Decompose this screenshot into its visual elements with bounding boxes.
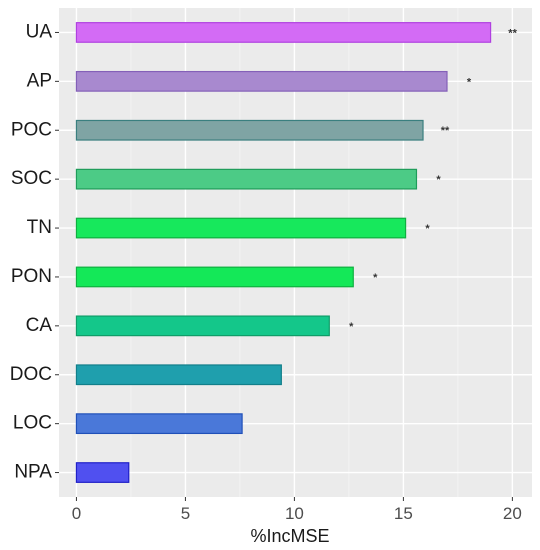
significance-marks: *********	[349, 27, 517, 332]
category-label-pon: PON	[11, 266, 52, 287]
x-axis-title: %IncMSE	[250, 526, 329, 546]
category-label-poc: POC	[11, 119, 52, 140]
x-tick-label: 15	[394, 504, 413, 523]
bar-pon	[75, 266, 354, 288]
category-label-ua: UA	[26, 21, 53, 42]
bar-npa	[75, 462, 130, 483]
significance-poc: **	[441, 125, 450, 137]
category-label-doc: DOC	[10, 364, 52, 385]
significance-ap: *	[467, 76, 472, 88]
significance-tn: *	[425, 223, 430, 235]
significance-ca: *	[349, 321, 354, 333]
bar-doc	[75, 364, 282, 386]
bar-ap	[75, 70, 448, 92]
category-label-loc: LOC	[13, 413, 52, 434]
category-label-npa: NPA	[14, 462, 52, 483]
category-label-tn: TN	[27, 217, 52, 238]
y-axis-labels: UA AP POC SOC TN PON CA DOC LOC NPA	[10, 21, 59, 483]
bars	[75, 22, 492, 483]
bar-loc	[75, 413, 243, 435]
category-label-ca: CA	[26, 315, 53, 336]
bar-poc	[75, 119, 424, 141]
bar-tn	[75, 217, 407, 239]
x-tick-label: 5	[181, 504, 190, 523]
x-tick-label: 10	[285, 504, 304, 523]
category-label-ap: AP	[27, 70, 52, 91]
category-label-soc: SOC	[11, 168, 52, 189]
x-tick-label: 20	[503, 504, 522, 523]
significance-ua: **	[508, 27, 517, 39]
significance-pon: *	[373, 272, 378, 284]
bar-ua	[75, 22, 492, 43]
bar-ca	[75, 315, 330, 337]
significance-soc: *	[436, 174, 441, 186]
x-axis-ticks: 0 5 10 15 20	[72, 497, 522, 523]
x-tick-label: 0	[72, 504, 81, 523]
bar-soc	[75, 168, 418, 190]
